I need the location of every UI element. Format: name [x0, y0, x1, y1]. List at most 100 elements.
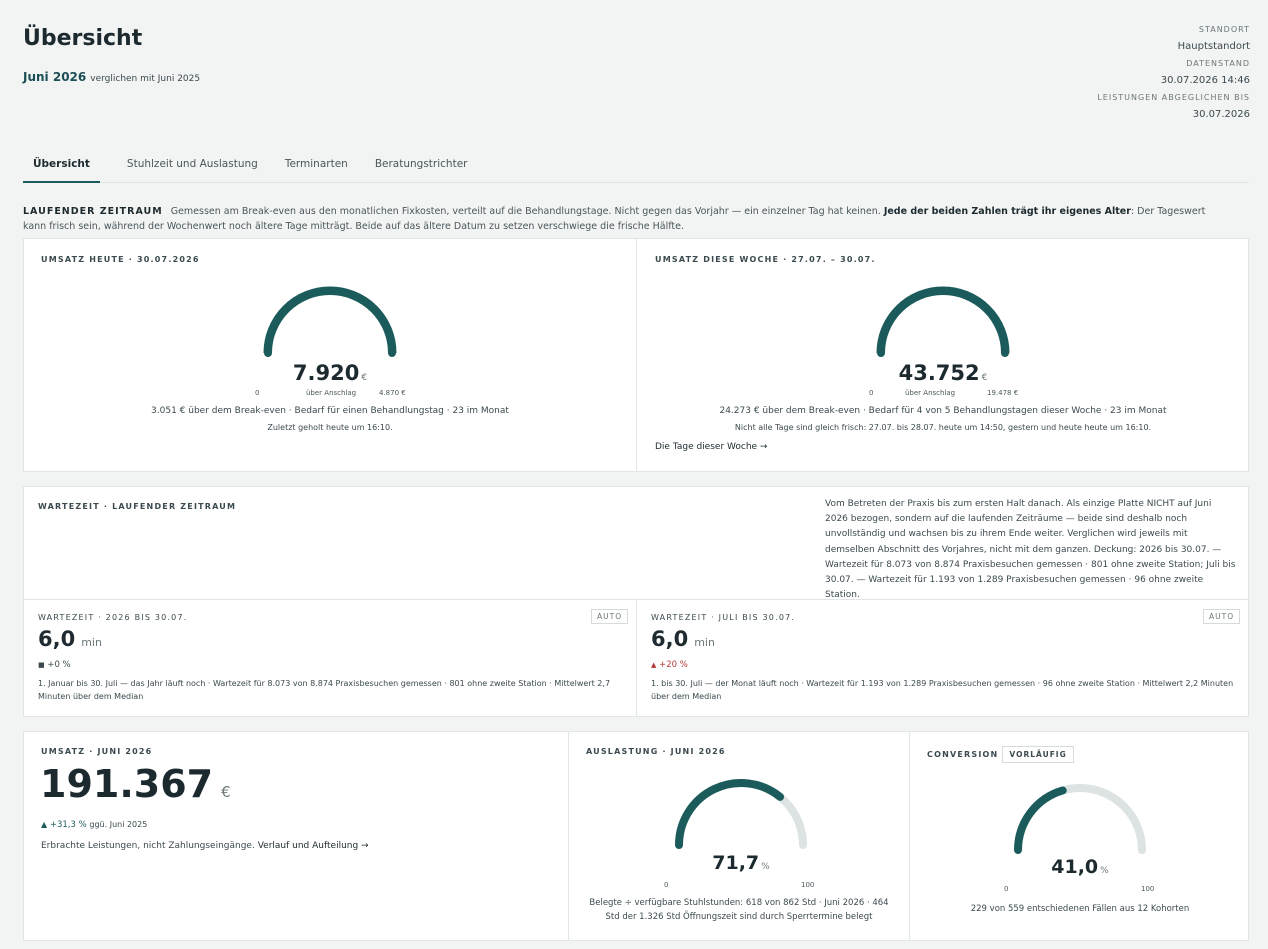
revenue-week-value-row: 43.752 € — [843, 361, 1043, 385]
utilization-min: 0 — [664, 881, 669, 889]
page-title: Übersicht — [23, 26, 143, 51]
month-kpi-card: UMSATZ · JUNI 2026 191.367 € ▲ +31,3 % gg… — [23, 731, 1249, 941]
revenue-today-min: 0 — [255, 389, 260, 397]
meta-label-location: STANDORT — [1198, 25, 1250, 34]
utilization-gauge-track — [675, 779, 807, 849]
revenue-today-mid: über Anschlag — [306, 389, 357, 397]
intro-text: LAUFENDER ZEITRAUM Gemessen am Break-even… — [23, 204, 1223, 234]
period-line: Juni 2026 verglichen mit Juni 2025 — [23, 70, 200, 84]
conversion-gauge — [1010, 780, 1150, 858]
revenue-month-desc: Erbrachte Leistungen, nicht Zahlungseing… — [41, 841, 255, 851]
wait-year-delta: ■ +0 % — [38, 658, 71, 672]
utilization-max: 100 — [801, 881, 815, 889]
revenue-running-card: UMSATZ HEUTE · 30.07.2026 7.920 € 0 über … — [23, 238, 1249, 472]
meta-label-reconciled: LEISTUNGEN ABGEGLICHEN BIS — [1097, 93, 1250, 102]
revenue-week-gauge-outline — [876, 286, 1010, 354]
conversion-preliminary-badge: VORLÄUFIG — [1002, 746, 1074, 763]
tab-chair-time[interactable]: Stuhlzeit und Auslastung — [126, 158, 258, 170]
revenue-today-line2: Zuletzt geholt heute um 16:10. — [267, 423, 393, 432]
conversion-min: 0 — [1004, 885, 1009, 893]
revenue-month-value-row: 191.367 € — [40, 762, 231, 806]
conversion-desc: 229 von 559 entschiedenen Fällen aus 12 … — [970, 904, 1190, 914]
revenue-week-line2: Nicht alle Tage sind gleich frisch: 27.0… — [734, 423, 1152, 432]
revenue-week-gauge — [873, 283, 1013, 361]
utilization-gauge-fill — [675, 779, 785, 849]
conversion-max: 100 — [1141, 885, 1155, 893]
revenue-week-min: 0 — [869, 389, 874, 397]
meta-label-datastand: DATENSTAND — [1186, 59, 1250, 68]
wait-month-value: 6,0 — [651, 627, 689, 651]
revenue-week-gauge-fill — [877, 287, 1009, 357]
revenue-month-delta: ▲ +31,3 % ggü. Juni 2025 — [41, 818, 147, 832]
revenue-today-gauge-fill — [264, 287, 396, 357]
revenue-today-unit: € — [361, 373, 368, 383]
conversion-gauge-track — [1014, 784, 1146, 854]
wait-year-value-row: 6,0 min — [38, 627, 102, 651]
revenue-today-gauge-outline — [263, 286, 397, 354]
wait-year-delta-value: +0 % — [47, 660, 71, 670]
utilization-label: AUSLASTUNG · JUNI 2026 — [586, 747, 726, 756]
week-days-link[interactable]: Die Tage dieser Woche → — [655, 442, 768, 452]
revenue-trend-link[interactable]: Verlauf und Aufteilung → — [257, 841, 369, 851]
revenue-month-unit: € — [221, 783, 231, 801]
revenue-month-delta-value: +31,3 % — [49, 820, 87, 830]
revenue-today-label: UMSATZ HEUTE · 30.07.2026 — [41, 255, 200, 264]
wait-time-description: Vom Betreten der Praxis bis zum ersten H… — [825, 499, 1236, 601]
conversion-label: CONVERSION — [927, 750, 999, 759]
revenue-week-max: 19.478 € — [987, 389, 1019, 397]
meta-value-reconciled: 30.07.2026 — [1192, 109, 1250, 120]
wait-time-label: WARTEZEIT · LAUFENDER ZEITRAUM — [38, 502, 237, 511]
wait-year-auto-badge: AUTO — [591, 609, 629, 624]
wait-time-card: WARTEZEIT · LAUFENDER ZEITRAUM Vom Betre… — [23, 486, 1249, 717]
wait-month-delta-value: +20 % — [659, 660, 688, 670]
revenue-today-gauge — [260, 283, 400, 361]
revenue-week-value: 43.752 — [898, 361, 980, 385]
utilization-desc: Belegte ÷ verfügbare Stuhlstunden: 618 v… — [589, 898, 889, 922]
utilization-gauge — [671, 775, 811, 853]
wait-month-unit: min — [694, 636, 715, 649]
revenue-week-line1: 24.273 € über dem Break-even · Bedarf fü… — [719, 406, 1167, 416]
intro-tag: LAUFENDER ZEITRAUM — [23, 206, 163, 217]
period-value: Juni 2026 — [23, 70, 87, 84]
conversion-unit: % — [1100, 866, 1109, 876]
utilization-value: 71,7 — [712, 852, 760, 874]
wait-year-note: 1. Januar bis 30. Juli — das Jahr läuft … — [38, 679, 611, 701]
revenue-week-unit: € — [981, 373, 988, 383]
meta-panel: STANDORT Hauptstandort DATENSTAND 30.07.… — [990, 22, 1250, 124]
intro-text-1: Gemessen am Break-even aus den monatlich… — [170, 206, 881, 217]
conversion-gauge-fill — [1014, 786, 1067, 854]
wait-month-value-row: 6,0 min — [651, 627, 715, 651]
revenue-week-label: UMSATZ DIESE WOCHE · 27.07. – 30.07. — [655, 255, 876, 264]
revenue-month-desc-row: Erbrachte Leistungen, nicht Zahlungseing… — [41, 839, 369, 853]
wait-year-value: 6,0 — [38, 627, 76, 651]
revenue-week-mid: über Anschlag — [905, 389, 956, 397]
triangle-up-icon: ▲ — [41, 820, 48, 829]
revenue-month-delta-ref: ggü. Juni 2025 — [89, 820, 148, 829]
conversion-header: CONVERSION VORLÄUFIG — [927, 746, 1074, 763]
revenue-today-value-row: 7.920 € — [230, 361, 430, 385]
revenue-month-label: UMSATZ · JUNI 2026 — [41, 747, 153, 756]
revenue-today-line1: 3.051 € über dem Break-even · Bedarf für… — [151, 406, 509, 416]
revenue-today-max: 4.870 € — [379, 389, 406, 397]
tab-overview[interactable]: Übersicht — [23, 150, 100, 183]
intro-bold: Jede der beiden Zahlen trägt ihr eigenes… — [883, 206, 1131, 217]
wait-month-delta: ▲ +20 % — [651, 658, 688, 672]
wait-year-label: WARTEZEIT · 2026 BIS 30.07. — [38, 613, 188, 622]
wait-month-auto-badge: AUTO — [1203, 609, 1241, 624]
intro-text-2: : Der Tageswert kann frisch sein, währen… — [23, 206, 1206, 232]
tab-bar: Übersicht Stuhlzeit und Auslastung Termi… — [23, 150, 1249, 183]
wait-year-unit: min — [81, 636, 102, 649]
revenue-month-value: 191.367 — [40, 762, 214, 806]
utilization-unit: % — [761, 862, 770, 872]
tab-appointment-types[interactable]: Terminarten — [284, 158, 348, 170]
period-compare: verglichen mit Juni 2025 — [90, 74, 201, 84]
square-icon: ■ — [38, 661, 45, 669]
conversion-value: 41,0 — [1051, 856, 1099, 878]
wait-month-label: WARTEZEIT · JULI BIS 30.07. — [651, 613, 796, 622]
triangle-up-icon: ▲ — [651, 661, 657, 669]
utilization-value-row: 71,7% — [641, 852, 841, 874]
wait-month-note: 1. bis 30. Juli — der Monat läuft noch ·… — [651, 679, 1234, 701]
conversion-value-row: 41,0% — [980, 856, 1180, 878]
tab-consult-funnel[interactable]: Beratungstrichter — [374, 158, 468, 170]
meta-value-location: Hauptstandort — [1177, 41, 1250, 52]
